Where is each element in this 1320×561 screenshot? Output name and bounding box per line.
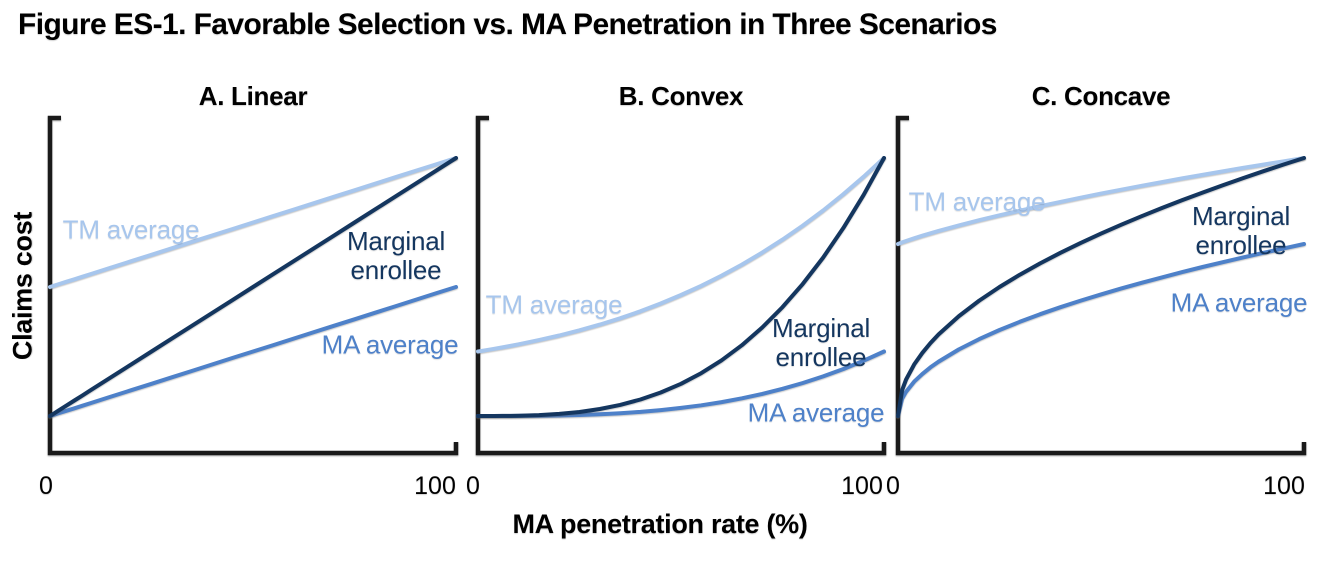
panel-c-tm-average-line xyxy=(896,156,1306,246)
panel-c-axes xyxy=(895,115,1307,456)
panel-c-marginal-enrollee-label: Marginal enrollee xyxy=(1191,200,1291,260)
panel-a-axes xyxy=(47,115,459,456)
panel-b-axes xyxy=(475,115,887,456)
y-axis-label: Claims cost xyxy=(7,211,38,361)
panel-b-ma-average-label: MA average xyxy=(747,397,885,428)
figure-title: Figure ES-1. Favorable Selection vs. MA … xyxy=(18,8,997,41)
panel-b-marginal-enrollee-line xyxy=(476,156,886,418)
panel-a-marginal-enrollee-line xyxy=(48,156,458,418)
panel-b-xtick-100: 100 xyxy=(841,472,883,500)
panel-a-marginal-enrollee-label: Marginal enrollee xyxy=(346,225,446,285)
panel-b-tm-average-label: TM average xyxy=(485,289,623,320)
panel-a-tm-average-label: TM average xyxy=(62,214,200,245)
panel-a-tm-average-line xyxy=(48,156,458,289)
panel-a-ma-average-line xyxy=(48,285,458,418)
x-axis-label: MA penetration rate (%) xyxy=(512,509,808,539)
panel-a-title: A. Linear xyxy=(198,81,308,111)
panel-c-xtick-100: 100 xyxy=(1263,472,1305,500)
panel-c-ma-average-line xyxy=(896,242,1306,418)
panel-a-ma-average-label: MA average xyxy=(321,329,459,360)
panel-c-ma-average-label: MA average xyxy=(1170,287,1308,318)
panel-c-tm-average-label: TM average xyxy=(908,186,1046,217)
panel-b-xtick-0: 0 xyxy=(466,472,480,500)
panel-a-xtick-0: 0 xyxy=(39,472,53,500)
panel-b-title: B. Convex xyxy=(618,81,744,111)
panel-c-title: C. Concave xyxy=(1031,81,1171,111)
panel-c-xtick-0: 0 xyxy=(886,472,900,500)
panel-c-marginal-enrollee-line xyxy=(896,156,1306,418)
panel-b-marginal-enrollee-label: Marginal enrollee xyxy=(771,312,871,372)
panel-b-tm-average-line xyxy=(476,156,886,354)
panel-a-xtick-100: 100 xyxy=(414,472,456,500)
